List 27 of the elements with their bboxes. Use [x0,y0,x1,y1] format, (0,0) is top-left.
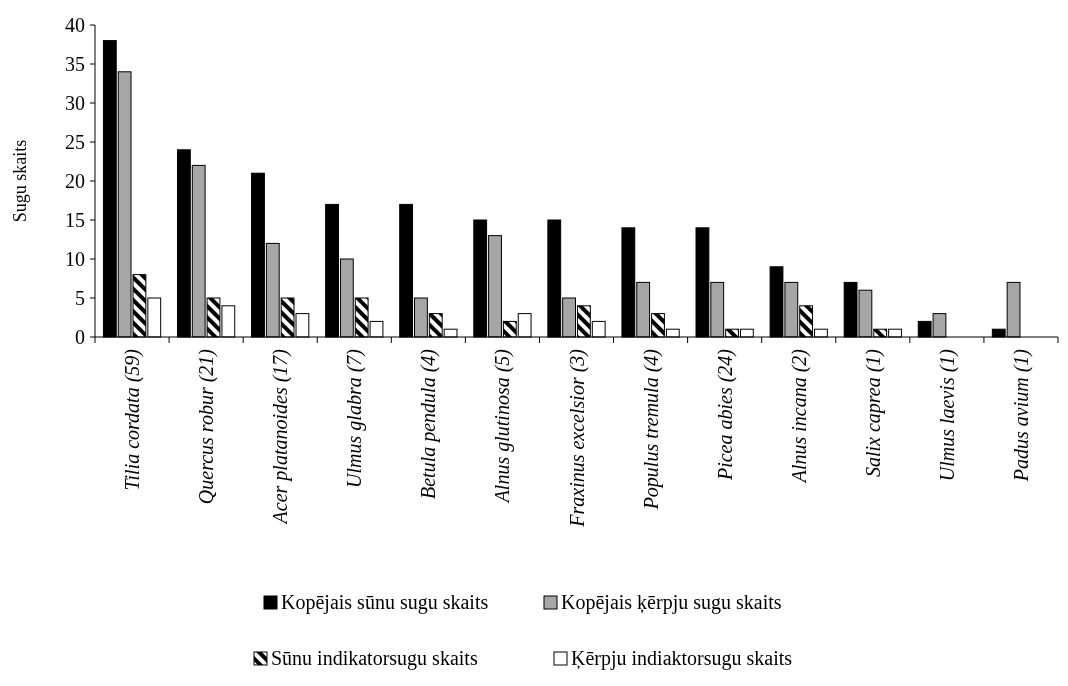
x-tick-label: Populus tremula (4) [639,348,663,511]
x-tick-label: Alnus incana (2) [787,348,811,485]
x-tick-label: Betula pendula (4) [417,348,441,499]
y-tick-label: 40 [65,14,85,36]
y-tick-label: 35 [65,53,85,75]
y-tick-label: 0 [75,326,85,348]
x-tick-label: Quercus robur (21) [195,348,219,505]
y-tick-label: 5 [75,287,85,309]
legend-label: Kopējais ķērpju sugu skaits [561,591,782,614]
x-tick-label: Alnus glutinosa (5) [491,348,515,505]
x-tick-label: Ulmus laevis (1) [935,348,959,482]
y-tick-label: 25 [65,131,85,153]
x-tick-label: Tilia cordata (59) [121,348,145,491]
x-tick-label: Fraxinus excelsior (3) [565,348,589,528]
y-axis-title: Sugu skaits [10,139,30,223]
x-tick-label: Padus avium (1) [1009,348,1033,483]
x-tick-label: Ulmus glabra (7) [343,348,367,488]
y-tick-label: 30 [65,92,85,114]
legend-label: Ķērpju indiaktorsugu skaits [571,647,793,670]
legend-label: Sūnu indikatorsugu skaits [271,647,478,670]
x-tick-label: Acer platanoides (17) [269,348,293,526]
y-tick-label: 10 [65,248,85,270]
y-tick-label: 15 [65,209,85,231]
legend-label: Kopējais sūnu sugu skaits [281,591,489,614]
y-tick-label: 20 [65,170,85,192]
x-tick-label: Picea abies (24) [713,348,737,482]
x-tick-label: Salix caprea (1) [861,348,885,478]
